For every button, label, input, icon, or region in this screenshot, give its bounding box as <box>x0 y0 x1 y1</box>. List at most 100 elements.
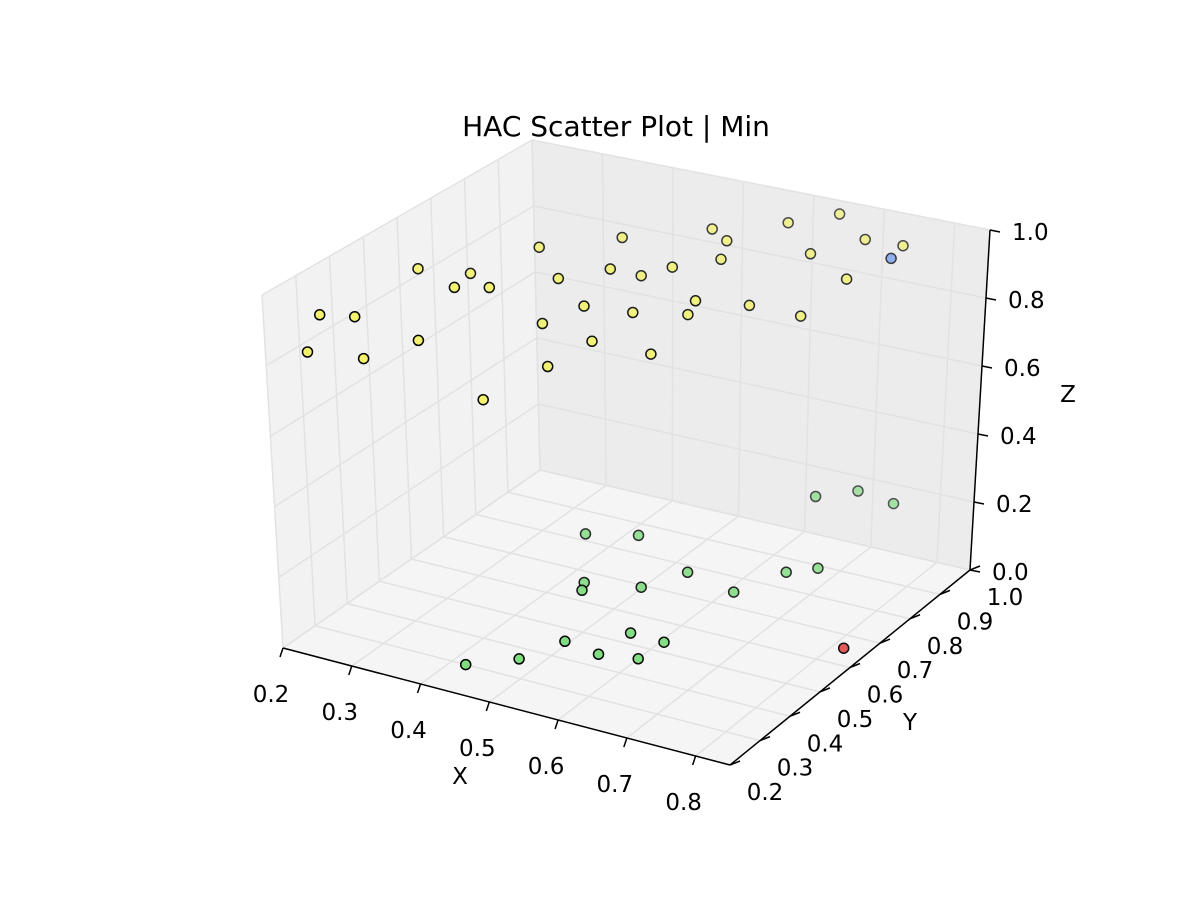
grid-line-y-left <box>328 256 348 604</box>
scatter-point <box>804 248 817 260</box>
scatter-point <box>616 231 628 244</box>
x-tick-label: 0.7 <box>597 772 634 798</box>
grid-line-x-back <box>936 223 956 563</box>
grid-line-y-left <box>295 275 316 626</box>
y-tick-mark <box>909 614 921 620</box>
y-tick-mark <box>789 711 801 717</box>
y-tick-mark <box>879 638 891 644</box>
grid-line-z-left <box>261 139 533 296</box>
scatter-point <box>859 233 871 246</box>
scatter-point <box>887 497 900 510</box>
y-tick-label: 0.6 <box>867 683 904 709</box>
grid-line-y-floor <box>411 558 851 669</box>
scatter-point <box>833 208 846 220</box>
y-tick-label: 0.2 <box>747 780 784 806</box>
scatter-point <box>706 223 718 235</box>
z-tick-label: 1.0 <box>1012 220 1049 246</box>
chart-title: HAC Scatter Plot | Min <box>462 110 770 143</box>
scatter-point <box>412 334 425 347</box>
grid-line-z-back <box>533 205 987 299</box>
scatter-point <box>536 317 549 330</box>
z-axis-label: Z <box>1060 382 1076 408</box>
axes-panes <box>262 140 990 765</box>
scatter-point <box>592 648 605 660</box>
y-tick-mark <box>729 760 741 766</box>
scatter-point <box>727 586 740 598</box>
axes-lines: 0.20.30.40.50.60.70.8 0.20.30.40.50.60.70… <box>253 220 1049 816</box>
z-tick-mark <box>985 297 997 301</box>
scatter-point <box>666 261 679 273</box>
grid-line-y-left <box>261 294 284 649</box>
grid-line-y-left <box>531 139 541 471</box>
grid-line-y-left <box>430 198 445 537</box>
grid-line-y-floor <box>314 625 761 742</box>
scatter-point <box>837 642 850 654</box>
data-points <box>301 208 909 671</box>
scatter-point <box>578 300 590 312</box>
scatter-point <box>852 485 864 497</box>
x-tick-label: 0.8 <box>665 790 702 816</box>
grid-line-y-left <box>463 178 477 515</box>
x-axis-line <box>282 647 731 766</box>
scatter-point <box>715 253 727 266</box>
grid-line-y-floor <box>475 513 911 620</box>
scatter-point <box>459 658 472 671</box>
grid-line-z-back <box>531 139 991 231</box>
grid-line-z-left <box>265 205 534 367</box>
scatter-point <box>721 235 733 247</box>
scatter-point <box>624 627 637 639</box>
grid-line-y-floor <box>507 491 941 596</box>
scatter-point <box>780 566 792 578</box>
scatter-point <box>840 273 853 285</box>
grid-line-z-left <box>278 403 539 579</box>
grid-line-y-left <box>362 236 381 582</box>
scatter-point <box>682 308 694 321</box>
x-tick-mark <box>691 755 697 766</box>
scatter-point <box>635 269 647 282</box>
scatter-point <box>658 636 670 648</box>
z-tick-mark <box>969 569 981 573</box>
scatter-point <box>635 581 647 593</box>
pane-left <box>262 140 540 648</box>
grid-line-z-back <box>536 337 979 435</box>
grid-line-x-back <box>601 153 607 486</box>
grid-line-y-floor <box>347 602 791 717</box>
grid-line-y-left <box>497 159 509 493</box>
z-tick-label: 0.4 <box>1000 424 1037 450</box>
y-tick-mark <box>759 735 771 742</box>
axis-labels: X Y Z <box>452 382 1076 790</box>
scatter-point <box>604 263 617 275</box>
x-tick-mark <box>348 665 353 676</box>
scatter-point <box>782 216 794 229</box>
y-tick-mark <box>819 687 831 693</box>
x-tick-mark <box>485 701 491 712</box>
scatter-point <box>533 241 545 253</box>
grid-line-z-left <box>282 469 541 649</box>
x-tick-label: 0.2 <box>253 682 290 708</box>
scatter-point <box>313 309 326 321</box>
x-tick-mark <box>554 719 559 730</box>
z-tick-label: 0.0 <box>992 560 1029 586</box>
grid-line-y-left <box>396 217 413 560</box>
x-tick-label: 0.6 <box>528 754 565 780</box>
scatter-point <box>897 239 909 252</box>
y-tick-label: 1.0 <box>987 585 1024 611</box>
z-tick-mark <box>989 229 1001 233</box>
grid-line-x-back <box>671 167 674 501</box>
grid-line-z-back <box>538 403 975 503</box>
scatter-point <box>579 528 592 540</box>
scatter-point <box>689 295 702 307</box>
x-tick-label: 0.5 <box>459 736 496 762</box>
scatter-point <box>552 272 565 285</box>
x-tick-mark <box>623 737 628 748</box>
x-tick-label: 0.4 <box>390 718 427 744</box>
scatter-point <box>301 346 314 358</box>
z-tick-mark <box>981 365 993 369</box>
y-tick-label: 0.7 <box>897 658 934 684</box>
scatter-point <box>513 653 525 665</box>
y-tick-label: 0.9 <box>957 609 994 635</box>
scatter-point <box>357 352 370 365</box>
grid-line-z-back <box>535 271 983 367</box>
scatter-point <box>681 566 694 579</box>
